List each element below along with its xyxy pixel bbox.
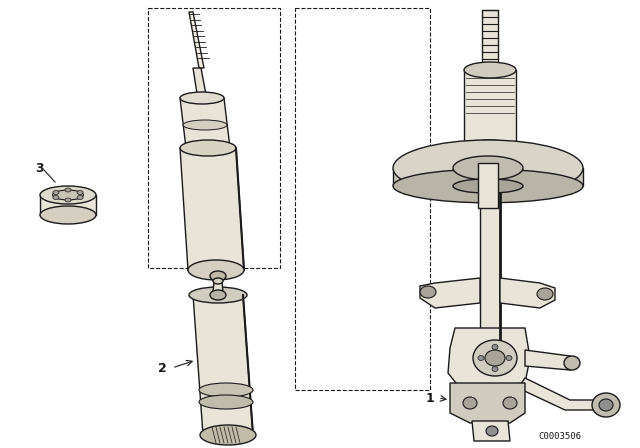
Ellipse shape — [463, 397, 477, 409]
Ellipse shape — [453, 156, 523, 180]
Text: 3: 3 — [36, 161, 44, 175]
Ellipse shape — [492, 366, 498, 371]
Ellipse shape — [210, 290, 226, 300]
Ellipse shape — [492, 345, 498, 349]
Text: 2: 2 — [157, 362, 166, 375]
Polygon shape — [420, 278, 480, 308]
Ellipse shape — [210, 271, 226, 281]
Ellipse shape — [537, 288, 553, 300]
Polygon shape — [448, 328, 530, 388]
Polygon shape — [393, 168, 583, 186]
Ellipse shape — [183, 120, 227, 130]
Polygon shape — [193, 295, 253, 435]
Ellipse shape — [464, 62, 516, 78]
Ellipse shape — [53, 190, 59, 194]
Polygon shape — [464, 70, 516, 148]
Ellipse shape — [77, 195, 83, 199]
Ellipse shape — [503, 397, 517, 409]
Ellipse shape — [486, 426, 498, 436]
Ellipse shape — [189, 287, 247, 303]
Ellipse shape — [506, 356, 512, 361]
Polygon shape — [482, 10, 498, 70]
Ellipse shape — [53, 195, 59, 199]
Polygon shape — [478, 163, 498, 208]
Ellipse shape — [180, 140, 236, 156]
Ellipse shape — [77, 190, 83, 194]
Polygon shape — [450, 383, 525, 423]
Ellipse shape — [592, 393, 620, 417]
Polygon shape — [472, 421, 510, 441]
Ellipse shape — [393, 140, 583, 196]
Ellipse shape — [473, 340, 517, 376]
Text: C0003506: C0003506 — [538, 431, 582, 440]
Polygon shape — [525, 350, 575, 370]
Ellipse shape — [65, 198, 71, 202]
Polygon shape — [500, 278, 555, 308]
Ellipse shape — [199, 395, 253, 409]
Polygon shape — [180, 148, 244, 270]
Ellipse shape — [40, 186, 96, 204]
Ellipse shape — [65, 188, 71, 192]
Ellipse shape — [464, 140, 516, 156]
Ellipse shape — [564, 356, 580, 370]
Polygon shape — [480, 178, 500, 348]
Ellipse shape — [599, 399, 613, 411]
Ellipse shape — [485, 350, 505, 366]
Text: 1: 1 — [426, 392, 435, 405]
Ellipse shape — [40, 206, 96, 224]
Polygon shape — [193, 68, 207, 100]
Ellipse shape — [200, 425, 256, 445]
Ellipse shape — [52, 190, 83, 200]
Ellipse shape — [186, 142, 230, 154]
Ellipse shape — [188, 260, 244, 280]
Polygon shape — [213, 281, 223, 293]
Ellipse shape — [393, 169, 583, 203]
Ellipse shape — [199, 383, 253, 397]
Polygon shape — [40, 195, 96, 215]
Ellipse shape — [478, 356, 484, 361]
Polygon shape — [518, 378, 610, 410]
Ellipse shape — [420, 286, 436, 298]
Ellipse shape — [180, 92, 224, 104]
Polygon shape — [180, 98, 230, 148]
Polygon shape — [189, 12, 204, 68]
Ellipse shape — [213, 278, 223, 284]
Ellipse shape — [453, 179, 523, 193]
